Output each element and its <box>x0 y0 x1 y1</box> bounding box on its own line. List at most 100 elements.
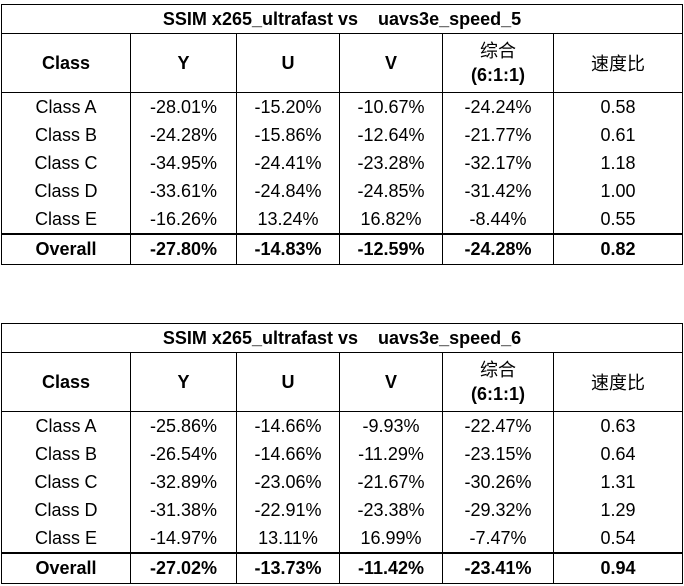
cell-class: Class C <box>1 149 131 177</box>
header-combined: 综合 (6:1:1) <box>442 33 554 93</box>
overall-speed: 0.82 <box>553 233 684 265</box>
header-u: U <box>236 33 340 93</box>
header-combined-ratio: (6:1:1) <box>470 65 525 85</box>
cell-class: Class A <box>1 411 131 440</box>
cell-y: -31.38% <box>130 496 237 524</box>
overall-y: -27.02% <box>130 552 237 584</box>
table-overall-row: Overall -27.02% -13.73% -11.42% -23.41% … <box>1 552 684 584</box>
cell-combined: -7.47% <box>442 524 554 553</box>
overall-v: -11.42% <box>339 552 443 584</box>
cell-combined: -23.15% <box>442 440 554 468</box>
table-header-row: Class Y U V 综合 (6:1:1) 速度比 <box>1 33 684 93</box>
cell-u: -15.86% <box>236 121 340 149</box>
overall-combined: -23.41% <box>442 552 554 584</box>
cell-u: -24.84% <box>236 177 340 205</box>
table-row: Class D -31.38% -22.91% -23.38% -29.32% … <box>1 496 684 524</box>
cell-u: -23.06% <box>236 468 340 496</box>
cell-u: -15.20% <box>236 92 340 121</box>
overall-u: -14.83% <box>236 233 340 265</box>
table-row: Class C -34.95% -24.41% -23.28% -32.17% … <box>1 149 684 177</box>
header-y: Y <box>130 33 237 93</box>
header-y: Y <box>130 352 237 412</box>
cell-v: -24.85% <box>339 177 443 205</box>
cell-y: -32.89% <box>130 468 237 496</box>
header-combined-label: 综合 <box>480 360 516 380</box>
cell-class: Class E <box>1 205 131 234</box>
header-combined-label: 综合 <box>480 41 516 61</box>
cell-v: -23.38% <box>339 496 443 524</box>
cell-class: Class B <box>1 440 131 468</box>
cell-speed: 0.63 <box>553 411 684 440</box>
overall-v: -12.59% <box>339 233 443 265</box>
cell-v: 16.82% <box>339 205 443 234</box>
cell-combined: -29.32% <box>442 496 554 524</box>
cell-y: -26.54% <box>130 440 237 468</box>
table-row: Class A -25.86% -14.66% -9.93% -22.47% 0… <box>1 411 684 440</box>
cell-speed: 1.29 <box>553 496 684 524</box>
cell-v: -12.64% <box>339 121 443 149</box>
cell-v: -21.67% <box>339 468 443 496</box>
cell-u: -14.66% <box>236 440 340 468</box>
cell-combined: -30.26% <box>442 468 554 496</box>
table-title: SSIM x265_ultrafast vs uavs3e_speed_5 <box>0 4 684 34</box>
table-title-row: SSIM x265_ultrafast vs uavs3e_speed_6 <box>0 323 684 353</box>
cell-y: -24.28% <box>130 121 237 149</box>
cell-combined: -31.42% <box>442 177 554 205</box>
cell-class: Class C <box>1 468 131 496</box>
cell-speed: 1.31 <box>553 468 684 496</box>
cell-combined: -21.77% <box>442 121 554 149</box>
cell-speed: 0.55 <box>553 205 684 234</box>
table-row: Class A -28.01% -15.20% -10.67% -24.24% … <box>1 92 684 121</box>
cell-y: -34.95% <box>130 149 237 177</box>
header-class: Class <box>1 352 131 412</box>
header-speed-ratio: 速度比 <box>553 33 684 93</box>
cell-y: -33.61% <box>130 177 237 205</box>
table-row: Class E -14.97% 13.11% 16.99% -7.47% 0.5… <box>1 524 684 553</box>
table-row: Class B -26.54% -14.66% -11.29% -23.15% … <box>1 440 684 468</box>
table-row: Class B -24.28% -15.86% -12.64% -21.77% … <box>1 121 684 149</box>
cell-combined: -24.24% <box>442 92 554 121</box>
cell-class: Class D <box>1 177 131 205</box>
table-row: Class E -16.26% 13.24% 16.82% -8.44% 0.5… <box>1 205 684 234</box>
cell-v: -23.28% <box>339 149 443 177</box>
cell-y: -14.97% <box>130 524 237 553</box>
cell-u: 13.11% <box>236 524 340 553</box>
cell-v: -11.29% <box>339 440 443 468</box>
cell-y: -25.86% <box>130 411 237 440</box>
table-title-row: SSIM x265_ultrafast vs uavs3e_speed_5 <box>0 4 684 34</box>
cell-v: -10.67% <box>339 92 443 121</box>
header-v: V <box>339 352 443 412</box>
cell-speed: 0.54 <box>553 524 684 553</box>
overall-class: Overall <box>1 233 131 265</box>
header-v: V <box>339 33 443 93</box>
cell-combined: -32.17% <box>442 149 554 177</box>
cell-speed: 1.18 <box>553 149 684 177</box>
cell-u: -14.66% <box>236 411 340 440</box>
overall-class: Overall <box>1 552 131 584</box>
table-row: Class C -32.89% -23.06% -21.67% -30.26% … <box>1 468 684 496</box>
overall-combined: -24.28% <box>442 233 554 265</box>
table-title: SSIM x265_ultrafast vs uavs3e_speed_6 <box>0 323 684 353</box>
cell-class: Class D <box>1 496 131 524</box>
table-header-row: Class Y U V 综合 (6:1:1) 速度比 <box>1 352 684 412</box>
header-u: U <box>236 352 340 412</box>
cell-class: Class E <box>1 524 131 553</box>
table-row: Class D -33.61% -24.84% -24.85% -31.42% … <box>1 177 684 205</box>
cell-v: -9.93% <box>339 411 443 440</box>
cell-speed: 0.61 <box>553 121 684 149</box>
cell-u: -24.41% <box>236 149 340 177</box>
overall-y: -27.80% <box>130 233 237 265</box>
cell-v: 16.99% <box>339 524 443 553</box>
header-combined: 综合 (6:1:1) <box>442 352 554 412</box>
cell-speed: 1.00 <box>553 177 684 205</box>
overall-u: -13.73% <box>236 552 340 584</box>
cell-y: -28.01% <box>130 92 237 121</box>
cell-speed: 0.64 <box>553 440 684 468</box>
ssim-table-speed-5: SSIM x265_ultrafast vs uavs3e_speed_5 Cl… <box>0 4 684 265</box>
cell-speed: 0.58 <box>553 92 684 121</box>
header-class: Class <box>1 33 131 93</box>
cell-combined: -22.47% <box>442 411 554 440</box>
cell-class: Class B <box>1 121 131 149</box>
cell-u: 13.24% <box>236 205 340 234</box>
overall-speed: 0.94 <box>553 552 684 584</box>
